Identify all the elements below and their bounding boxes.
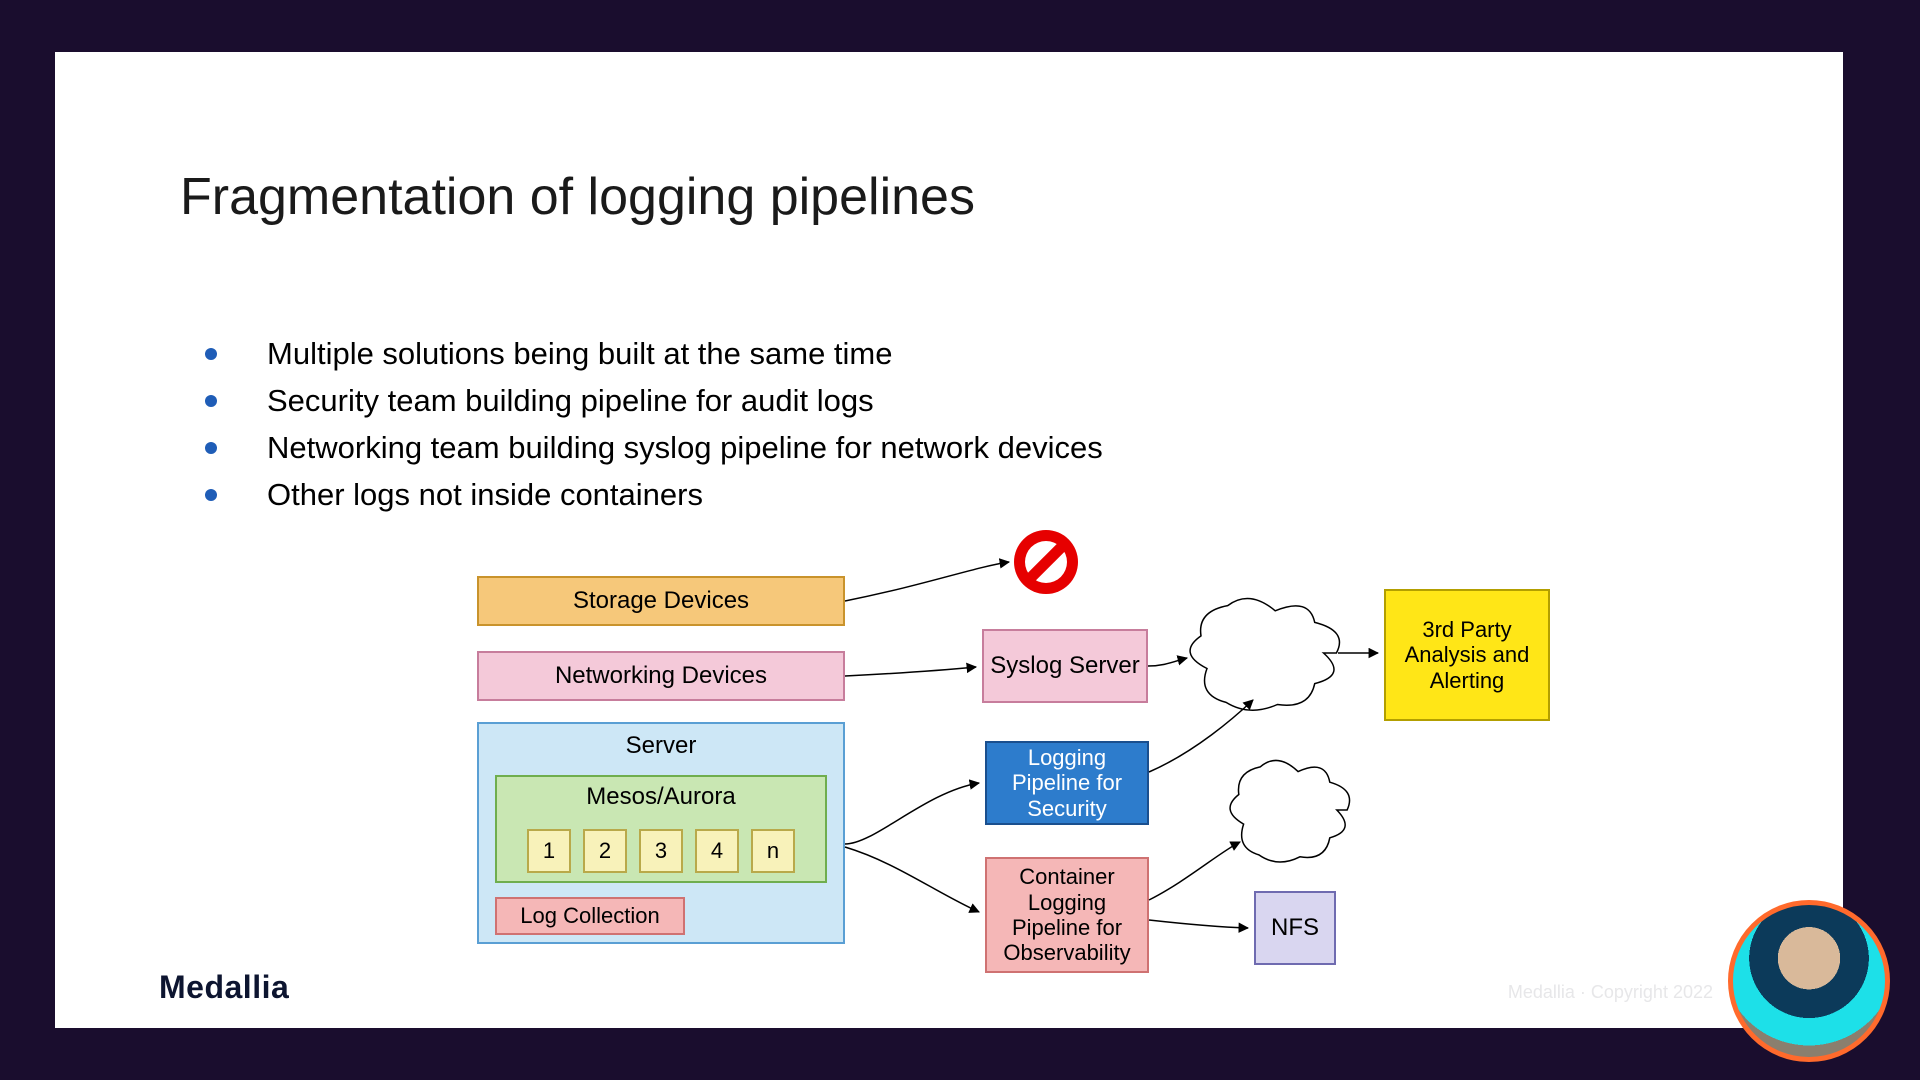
bullet-item: Networking team building syslog pipeline…: [195, 424, 1103, 471]
node-server-label: Server: [479, 732, 843, 760]
container-box: n: [751, 829, 795, 873]
node-nfs: NFS: [1254, 891, 1336, 965]
node-logging-security: Logging Pipeline for Security: [985, 741, 1149, 825]
footer-logo: Medallia: [159, 969, 289, 1006]
container-box: 2: [583, 829, 627, 873]
node-logging-observability: Container Logging Pipeline for Observabi…: [985, 857, 1149, 973]
prohibited-icon: [1014, 530, 1078, 594]
bullet-list: Multiple solutions being built at the sa…: [195, 330, 1103, 518]
bullet-item: Security team building pipeline for audi…: [195, 377, 1103, 424]
speaker-video-thumbnail: [1728, 900, 1890, 1062]
container-box: 4: [695, 829, 739, 873]
node-storage-devices: Storage Devices: [477, 576, 845, 626]
node-syslog-server: Syslog Server: [982, 629, 1148, 703]
container-box: 1: [527, 829, 571, 873]
slide-title: Fragmentation of logging pipelines: [180, 167, 975, 227]
slide: Fragmentation of logging pipelines Multi…: [55, 52, 1843, 1028]
node-mesos-aurora: Mesos/Aurora 1234n: [495, 775, 827, 883]
container-box: 3: [639, 829, 683, 873]
cloud-s3-label: S3: [1240, 639, 1269, 667]
bullet-item: Other logs not inside containers: [195, 471, 1103, 518]
node-log-collection: Log Collection: [495, 897, 685, 935]
node-mesos-label: Mesos/Aurora: [497, 783, 825, 811]
bullet-item: Multiple solutions being built at the sa…: [195, 330, 1103, 377]
node-networking-devices: Networking Devices: [477, 651, 845, 701]
footer-copyright: Medallia · Copyright 2022: [1508, 982, 1713, 1003]
cloud-3rd-party-label: 3rd Party: [1260, 782, 1316, 837]
containers-row: 1234n: [497, 829, 825, 873]
node-3rd-party-analysis: 3rd Party Analysis and Alerting: [1384, 589, 1550, 721]
